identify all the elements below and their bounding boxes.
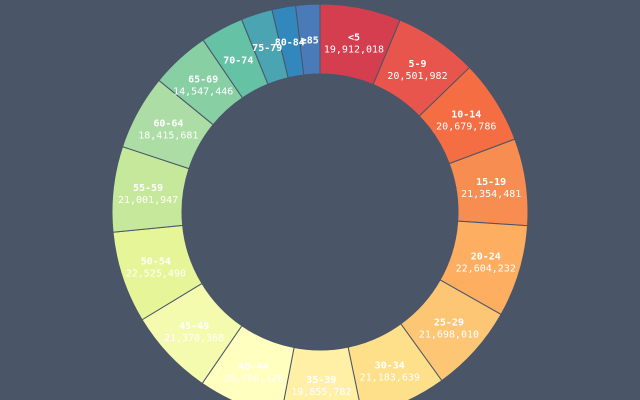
slices-group (111, 3, 529, 400)
slice-gte85[interactable] (294, 3, 321, 76)
slice-value-30-34: 21,183,639 (360, 372, 420, 383)
slice-label-40-44: 40-44 (238, 362, 268, 373)
slice-value-55-59: 21,001,947 (118, 195, 178, 206)
slice-value-25-29: 21,698,010 (419, 329, 479, 340)
slice-label-5-9: 5-9 (408, 59, 426, 70)
slice-label-70-74: 70-74 (223, 56, 253, 67)
slice-value-10-14: 20,679,786 (436, 122, 496, 133)
slice-30-34[interactable] (347, 323, 443, 400)
slice-label-60-64: 60-64 (153, 119, 183, 130)
slice-label-lt5: <5 (348, 32, 360, 43)
slice-label-25-29: 25-29 (434, 317, 464, 328)
slice-value-20-24: 22,604,232 (456, 264, 516, 275)
slice-value-45-49: 21,370,368 (164, 333, 224, 344)
slice-label-80-84: 80-84 (275, 38, 305, 49)
slice-label-65-69: 65-69 (188, 74, 218, 85)
slice-label-gte85: ≥85 (301, 35, 319, 46)
slice-value-40-44: 20,796,128 (223, 374, 283, 385)
slice-label-45-49: 45-49 (179, 321, 209, 332)
slice-value-5-9: 20,501,982 (387, 71, 447, 82)
slice-label-35-39: 35-39 (306, 375, 336, 386)
slice-value-lt5: 19,912,018 (324, 44, 384, 55)
slice-value-60-64: 18,415,681 (138, 131, 198, 142)
slice-label-10-14: 10-14 (451, 110, 481, 121)
slice-label-20-24: 20-24 (471, 252, 501, 263)
slice-label-55-59: 55-59 (133, 183, 163, 194)
slice-label-75-79: 75-79 (252, 43, 282, 54)
slice-value-65-69: 14,547,446 (173, 86, 233, 97)
slice-value-35-39: 19,855,782 (291, 387, 351, 398)
labels-group: <519,912,018 5-920,501,982 10-1420,679,786… (118, 32, 521, 398)
slice-label-30-34: 30-34 (375, 360, 405, 371)
slice-value-15-19: 21,354,481 (461, 189, 521, 200)
slice-label-15-19: 15-19 (476, 177, 506, 188)
slice-value-50-54: 22,525,490 (126, 269, 186, 280)
slice-label-50-54: 50-54 (141, 257, 171, 268)
